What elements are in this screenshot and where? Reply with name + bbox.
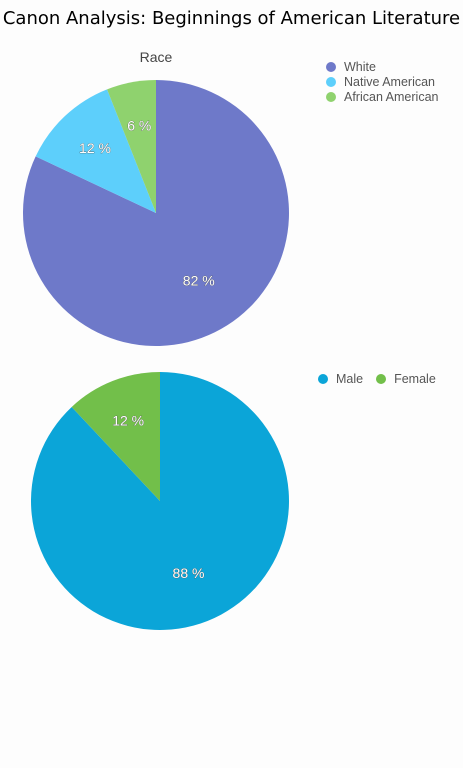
legend-label-african-american: African American [344,89,439,104]
legend-label-white: White [344,59,376,74]
page-title: Canon Analysis: Beginnings of American L… [2,8,461,29]
legend-swatch-native-american [326,76,336,87]
legend-label-female: Female [394,372,436,386]
pie-slice-male [30,372,289,630]
pie-slice-white [22,80,290,347]
slice-label-female: 12 % [112,413,144,429]
legend-label-male: Male [336,372,364,386]
legend-swatch-male [318,374,328,384]
legend-item-white: White [326,59,438,74]
legend-item-female: Female [376,372,436,386]
legend-label-native-american: Native American [344,74,436,89]
pie-slice-african-american [107,80,156,213]
race-pie-chart: 82 % 12 % 6 % [22,80,290,347]
legend-swatch-white [326,61,336,72]
legend-swatch-african-american [326,91,336,102]
gender-legend: Male Female [318,372,449,386]
slice-label-african-american: 6 % [127,117,151,133]
slice-label-native-american: 12 % [79,140,111,156]
legend-item-male: Male [318,372,363,386]
slice-label-male: 88 % [173,565,205,581]
race-legend: White Native American African American [326,59,438,104]
pie-slice-female [71,372,160,501]
legend-item-african-american: African American [326,89,438,104]
slice-label-white: 82 % [183,272,215,288]
pie-slice-native-american [35,89,156,213]
legend-item-native-american: Native American [326,74,438,89]
legend-swatch-female [376,374,387,384]
race-chart-title: Race [139,49,173,65]
